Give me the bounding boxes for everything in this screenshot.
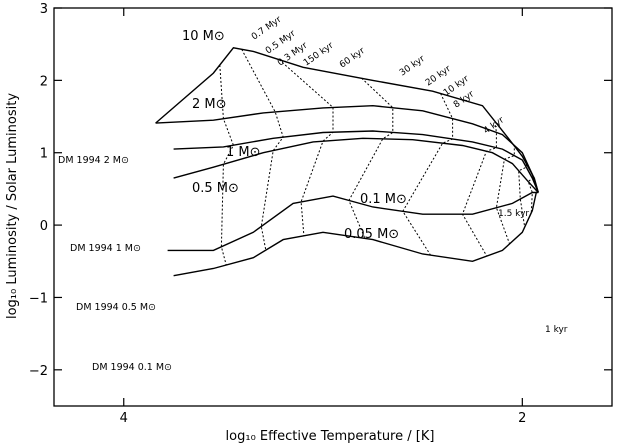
mass-label-0: 10 M⊙	[182, 29, 225, 44]
y-tick-label-2: 0	[40, 219, 48, 234]
isochrone-lines	[219, 49, 534, 266]
dm-label-3: DM 1994 0.1 M⊙	[92, 362, 172, 373]
dm-label-1: DM 1994 1 M⊙	[70, 243, 141, 254]
track-line-1	[155, 104, 539, 193]
track-line-0	[155, 47, 539, 193]
age-label-10: 1.5 kyr	[498, 209, 529, 219]
mass-label-4: 0.1 M⊙	[360, 192, 407, 207]
isochrone-4	[402, 93, 454, 256]
mass-label-5: 0.05 M⊙	[344, 227, 399, 242]
isochrone-5	[461, 121, 497, 257]
track-line-2	[173, 130, 539, 193]
isochrone-8	[527, 174, 534, 213]
age-label-4: 60 kyr	[338, 46, 367, 71]
mass-label-3: 0.5 M⊙	[192, 181, 239, 196]
track-line-3	[173, 137, 539, 193]
isochrone-3	[348, 77, 394, 239]
age-label-3: 150 kyr	[302, 41, 336, 69]
y-tick-label-5: 3	[40, 2, 48, 17]
y-axis-label: log₁₀ Luminosity / Solar Luminosity	[5, 93, 20, 319]
mass-label-2: 1 M⊙	[226, 145, 261, 160]
mass-label-1: 2 M⊙	[192, 97, 227, 112]
age-label-5: 30 kyr	[398, 54, 427, 79]
track-line-4	[167, 191, 539, 252]
isochrone-7	[518, 160, 527, 228]
isochrone-2	[278, 59, 334, 236]
dm-label-2: DM 1994 0.5 M⊙	[76, 302, 156, 313]
dm-label-0: DM 1994 2 M⊙	[58, 155, 129, 166]
track-curves	[155, 47, 539, 277]
y-tick-label-1: −1	[29, 291, 48, 306]
track-line-5	[173, 192, 537, 277]
x-tick-label-1: 2	[518, 411, 526, 426]
age-label-9: 4 kyr	[482, 115, 506, 136]
x-tick-label-0: 4	[120, 411, 128, 426]
isochrone-0	[219, 64, 234, 266]
chart-annotations: 10 M⊙2 M⊙1 M⊙0.5 M⊙0.1 M⊙0.05 M⊙0.7 Myr0…	[58, 15, 568, 373]
y-tick-label-4: 2	[40, 74, 48, 89]
y-tick-label-0: −2	[29, 364, 48, 379]
plot-frame	[53, 7, 613, 407]
y-tick-label-3: 1	[40, 147, 48, 162]
isochrone-1	[241, 49, 284, 251]
axis-ticks: −2 −1 0 1 2 3 4 2	[29, 2, 612, 426]
age-label-11: 1 kyr	[545, 325, 568, 335]
x-axis-label: log₁₀ Effective Temperature / [K]	[226, 429, 435, 444]
isochrone-6	[495, 144, 515, 245]
